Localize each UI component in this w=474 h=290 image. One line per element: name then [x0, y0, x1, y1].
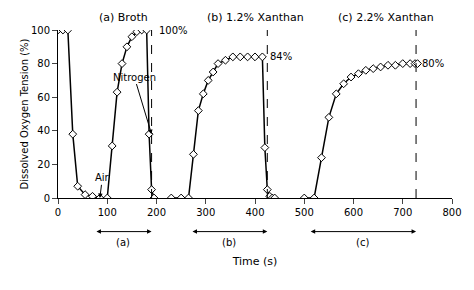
svg-text:80: 80	[37, 58, 50, 69]
svg-text:20: 20	[37, 159, 50, 170]
svg-text:(c): (c)	[356, 237, 369, 248]
svg-text:80%: 80%	[422, 58, 444, 69]
svg-text:600: 600	[344, 207, 363, 218]
svg-text:100: 100	[31, 25, 50, 36]
svg-text:200: 200	[147, 207, 166, 218]
svg-text:500: 500	[295, 207, 314, 218]
svg-text:84%: 84%	[270, 51, 292, 62]
svg-text:700: 700	[393, 207, 412, 218]
svg-text:Nitrogen: Nitrogen	[113, 72, 156, 83]
svg-text:(b) 1.2% Xanthan: (b) 1.2% Xanthan	[207, 11, 304, 24]
svg-text:Air: Air	[95, 172, 110, 183]
svg-text:800: 800	[442, 207, 461, 218]
svg-text:(c) 2.2% Xanthan: (c) 2.2% Xanthan	[338, 11, 434, 24]
svg-text:Time (s): Time (s)	[232, 255, 278, 268]
svg-text:40: 40	[37, 125, 50, 136]
svg-text:100: 100	[98, 207, 117, 218]
svg-text:(b): (b)	[222, 237, 236, 248]
svg-text:60: 60	[37, 92, 50, 103]
svg-text:(a) Broth: (a) Broth	[99, 11, 148, 24]
svg-text:Dissolved Oxygen Tension (%): Dissolved Oxygen Tension (%)	[19, 38, 30, 189]
svg-text:0: 0	[55, 207, 61, 218]
svg-text:0: 0	[44, 193, 50, 204]
svg-text:400: 400	[245, 207, 264, 218]
svg-text:100%: 100%	[159, 25, 188, 36]
svg-text:(a): (a)	[116, 237, 130, 248]
svg-text:300: 300	[196, 207, 215, 218]
